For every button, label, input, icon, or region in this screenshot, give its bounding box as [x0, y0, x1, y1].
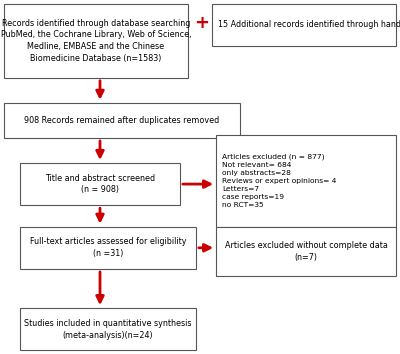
Text: +: +: [194, 14, 210, 32]
FancyBboxPatch shape: [20, 308, 196, 350]
Text: Articles excluded (n = 877)
Not relevant= 684
only abstracts=28
Reviews or exper: Articles excluded (n = 877) Not relevant…: [222, 153, 336, 208]
Text: 15 Additional records identified through hand-search: 15 Additional records identified through…: [218, 20, 400, 29]
FancyBboxPatch shape: [216, 135, 396, 227]
FancyBboxPatch shape: [4, 4, 188, 78]
Text: Title and abstract screened
(n = 908): Title and abstract screened (n = 908): [45, 174, 155, 194]
FancyBboxPatch shape: [20, 163, 180, 205]
FancyBboxPatch shape: [4, 103, 240, 138]
FancyBboxPatch shape: [20, 227, 196, 269]
FancyBboxPatch shape: [216, 227, 396, 276]
Text: 908 Records remained after duplicates removed: 908 Records remained after duplicates re…: [24, 116, 220, 125]
Text: Records identified through database searching
PubMed, the Cochrane Library, Web : Records identified through database sear…: [1, 18, 191, 63]
Text: Studies included in quantitative synthesis
(meta-analysis)(n=24): Studies included in quantitative synthes…: [24, 319, 192, 339]
Text: Articles excluded without complete data
(n=7): Articles excluded without complete data …: [224, 241, 388, 262]
Text: Full-text articles assessed for eligibility
(n =31): Full-text articles assessed for eligibil…: [30, 238, 186, 258]
FancyBboxPatch shape: [212, 4, 396, 46]
